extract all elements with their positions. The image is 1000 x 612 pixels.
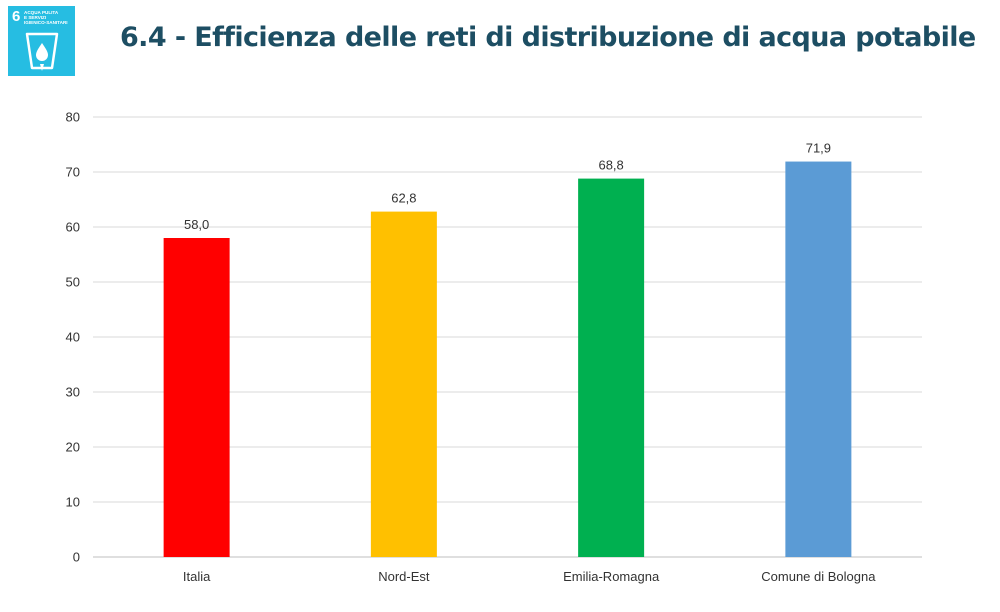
y-tick-label: 60 [66,220,80,235]
bar-comune-di-bologna [785,161,852,558]
data-label: 62,8 [391,191,416,206]
x-axis-ticks: Italia Nord-Est Emilia-Romagna Comune di Bo… [183,569,876,584]
y-tick-label: 50 [66,275,80,290]
sdg-goal-line-1: ACQUA PULITA [24,10,59,15]
y-tick-label: 0 [73,550,80,565]
data-label: 71,9 [806,141,831,156]
data-label: 68,8 [598,158,623,173]
y-tick-label: 70 [66,165,80,180]
sdg-number: 6 [12,8,21,25]
y-axis-ticks: 0 10 20 30 40 50 60 70 80 [66,110,80,565]
bar-emilia-romagna [578,178,645,557]
sdg-goal-line-2: E SERVIZI [24,15,47,21]
bars [163,161,852,558]
y-tick-label: 30 [66,385,80,400]
x-tick-label: Emilia-Romagna [563,569,660,584]
water-drop-glass-icon [25,32,59,71]
gridlines [93,116,922,558]
y-tick-label: 40 [66,330,80,345]
bar-nord-est [370,211,437,557]
data-labels: 58,0 62,8 68,8 71,9 [184,141,831,232]
x-tick-label: Comune di Bologna [761,569,876,584]
sdg-goal-text: ACQUA PULITA E SERVIZI IGIENICO-SANITARI [24,10,74,26]
data-label: 58,0 [184,217,209,232]
y-tick-label: 80 [66,110,80,125]
bar-italia [163,238,230,557]
sdg-6-badge: 6 ACQUA PULITA E SERVIZI IGIENICO-SANITA… [8,6,75,76]
x-tick-label: Nord-Est [378,569,430,584]
y-tick-label: 10 [66,495,80,510]
page-title: 6.4 - Efficienza delle reti di distribuz… [120,22,976,53]
y-tick-label: 20 [66,440,80,455]
sdg-goal-line-3: IGIENICO-SANITARI [24,20,68,26]
x-tick-label: Italia [183,569,211,584]
